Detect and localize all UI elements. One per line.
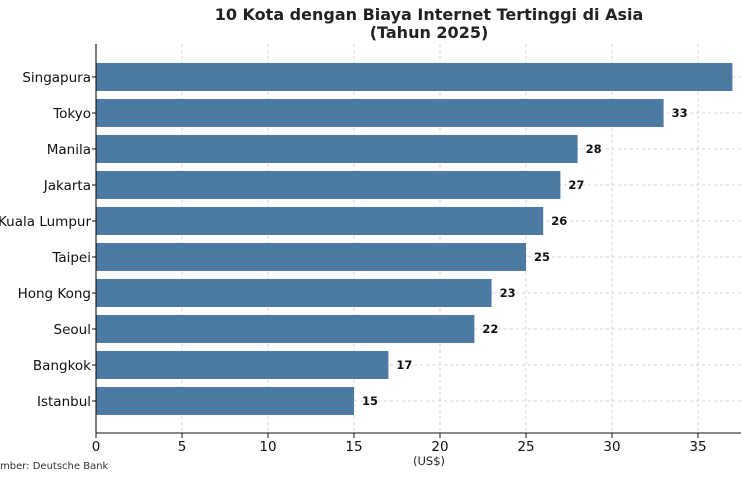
value-label-4: 26: [551, 214, 567, 228]
category-label-2: Manila: [47, 142, 91, 158]
bar-6: [96, 279, 492, 307]
category-label-5: Taipei: [51, 250, 91, 266]
axes: Singapura Tokyo Manila Jakarta Kuala Lumpur T…: [0, 44, 741, 455]
category-label-3: Jakarta: [43, 178, 91, 194]
bars: 33 28 27 26 25 23 22 17 15: [96, 63, 733, 415]
x-tick-label-0: 0: [92, 439, 101, 455]
value-label-6: 23: [500, 286, 516, 300]
category-label-4: Kuala Lumpur: [0, 214, 91, 230]
bar-9: [96, 387, 354, 415]
category-label-6: Hong Kong: [18, 286, 91, 302]
x-tick-label-5: 25: [517, 439, 534, 455]
value-label-7: 22: [482, 322, 498, 336]
bar-7: [96, 315, 475, 343]
category-label-8: Bangkok: [33, 358, 91, 374]
bar-8: [96, 351, 389, 379]
bar-3: [96, 171, 561, 199]
x-tick-label-2: 10: [259, 439, 276, 455]
x-axis-label: (US$): [413, 454, 445, 468]
category-label-7: Seoul: [54, 322, 91, 338]
category-label-9: Istanbul: [37, 394, 91, 410]
x-tick-label-1: 5: [178, 439, 187, 455]
value-label-9: 15: [362, 394, 378, 408]
value-label-8: 17: [396, 358, 412, 372]
bar-1: [96, 99, 664, 127]
x-tick-label-4: 20: [431, 439, 448, 455]
value-label-2: 28: [586, 142, 602, 156]
bar-4: [96, 207, 544, 235]
chart-title-line-2: (Tahun 2025): [370, 23, 489, 42]
category-label-1: Tokyo: [52, 106, 91, 122]
value-label-3: 27: [568, 178, 584, 192]
chart-title-line-1: 10 Kota dengan Biaya Internet Tertinggi …: [215, 5, 644, 24]
source-note: mber: Deutsche Bank: [0, 461, 109, 472]
value-label-5: 25: [534, 250, 550, 264]
bar-5: [96, 243, 526, 271]
x-tick-label-6: 30: [603, 439, 620, 455]
x-tick-label-7: 35: [689, 439, 706, 455]
value-label-1: 33: [672, 106, 688, 120]
bar-2: [96, 135, 578, 163]
x-tick-label-3: 15: [345, 439, 362, 455]
bar-0: [96, 63, 733, 91]
category-label-0: Singapura: [22, 70, 91, 86]
